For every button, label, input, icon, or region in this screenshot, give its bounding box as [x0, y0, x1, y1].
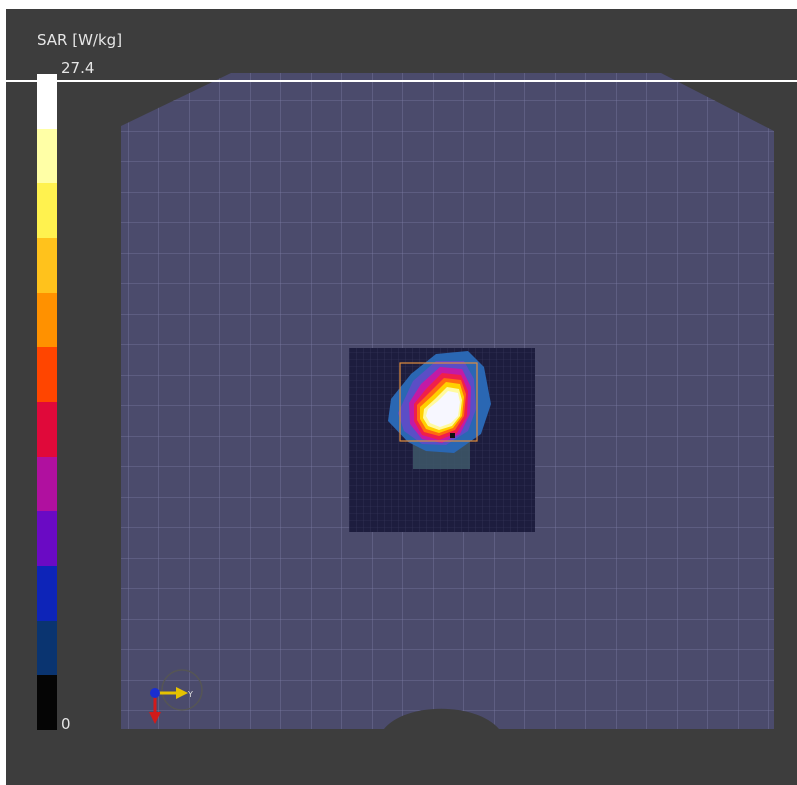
colorbar-segment	[37, 183, 57, 239]
colorbar-segment	[37, 292, 57, 348]
colorbar-segment	[37, 402, 57, 457]
colorbar-max-label: 27.4	[61, 59, 95, 77]
sar-scene[interactable]: Y	[6, 9, 797, 785]
colorbar-segment	[37, 238, 57, 293]
colorbar-segment	[37, 511, 57, 567]
colorbar-segment	[37, 128, 57, 184]
colorbar-segment	[37, 675, 57, 731]
colorbar-segment	[37, 347, 57, 403]
colorbar-title: SAR [W/kg]	[37, 31, 123, 49]
axis-triad[interactable]: Y	[149, 669, 203, 724]
colorbar-segment	[37, 620, 57, 676]
sar-viewport[interactable]: Y SAR [W/kg] 27.4 0	[6, 9, 797, 785]
axis-y-label: Y	[187, 690, 193, 699]
top-divider-line	[6, 80, 797, 82]
colorbar-segment	[37, 74, 57, 129]
sar-hotspot	[388, 351, 491, 453]
colorbar	[37, 74, 57, 731]
colorbar-min-label: 0	[61, 715, 71, 733]
colorbar-segment	[37, 456, 57, 512]
colorbar-segment	[37, 566, 57, 621]
